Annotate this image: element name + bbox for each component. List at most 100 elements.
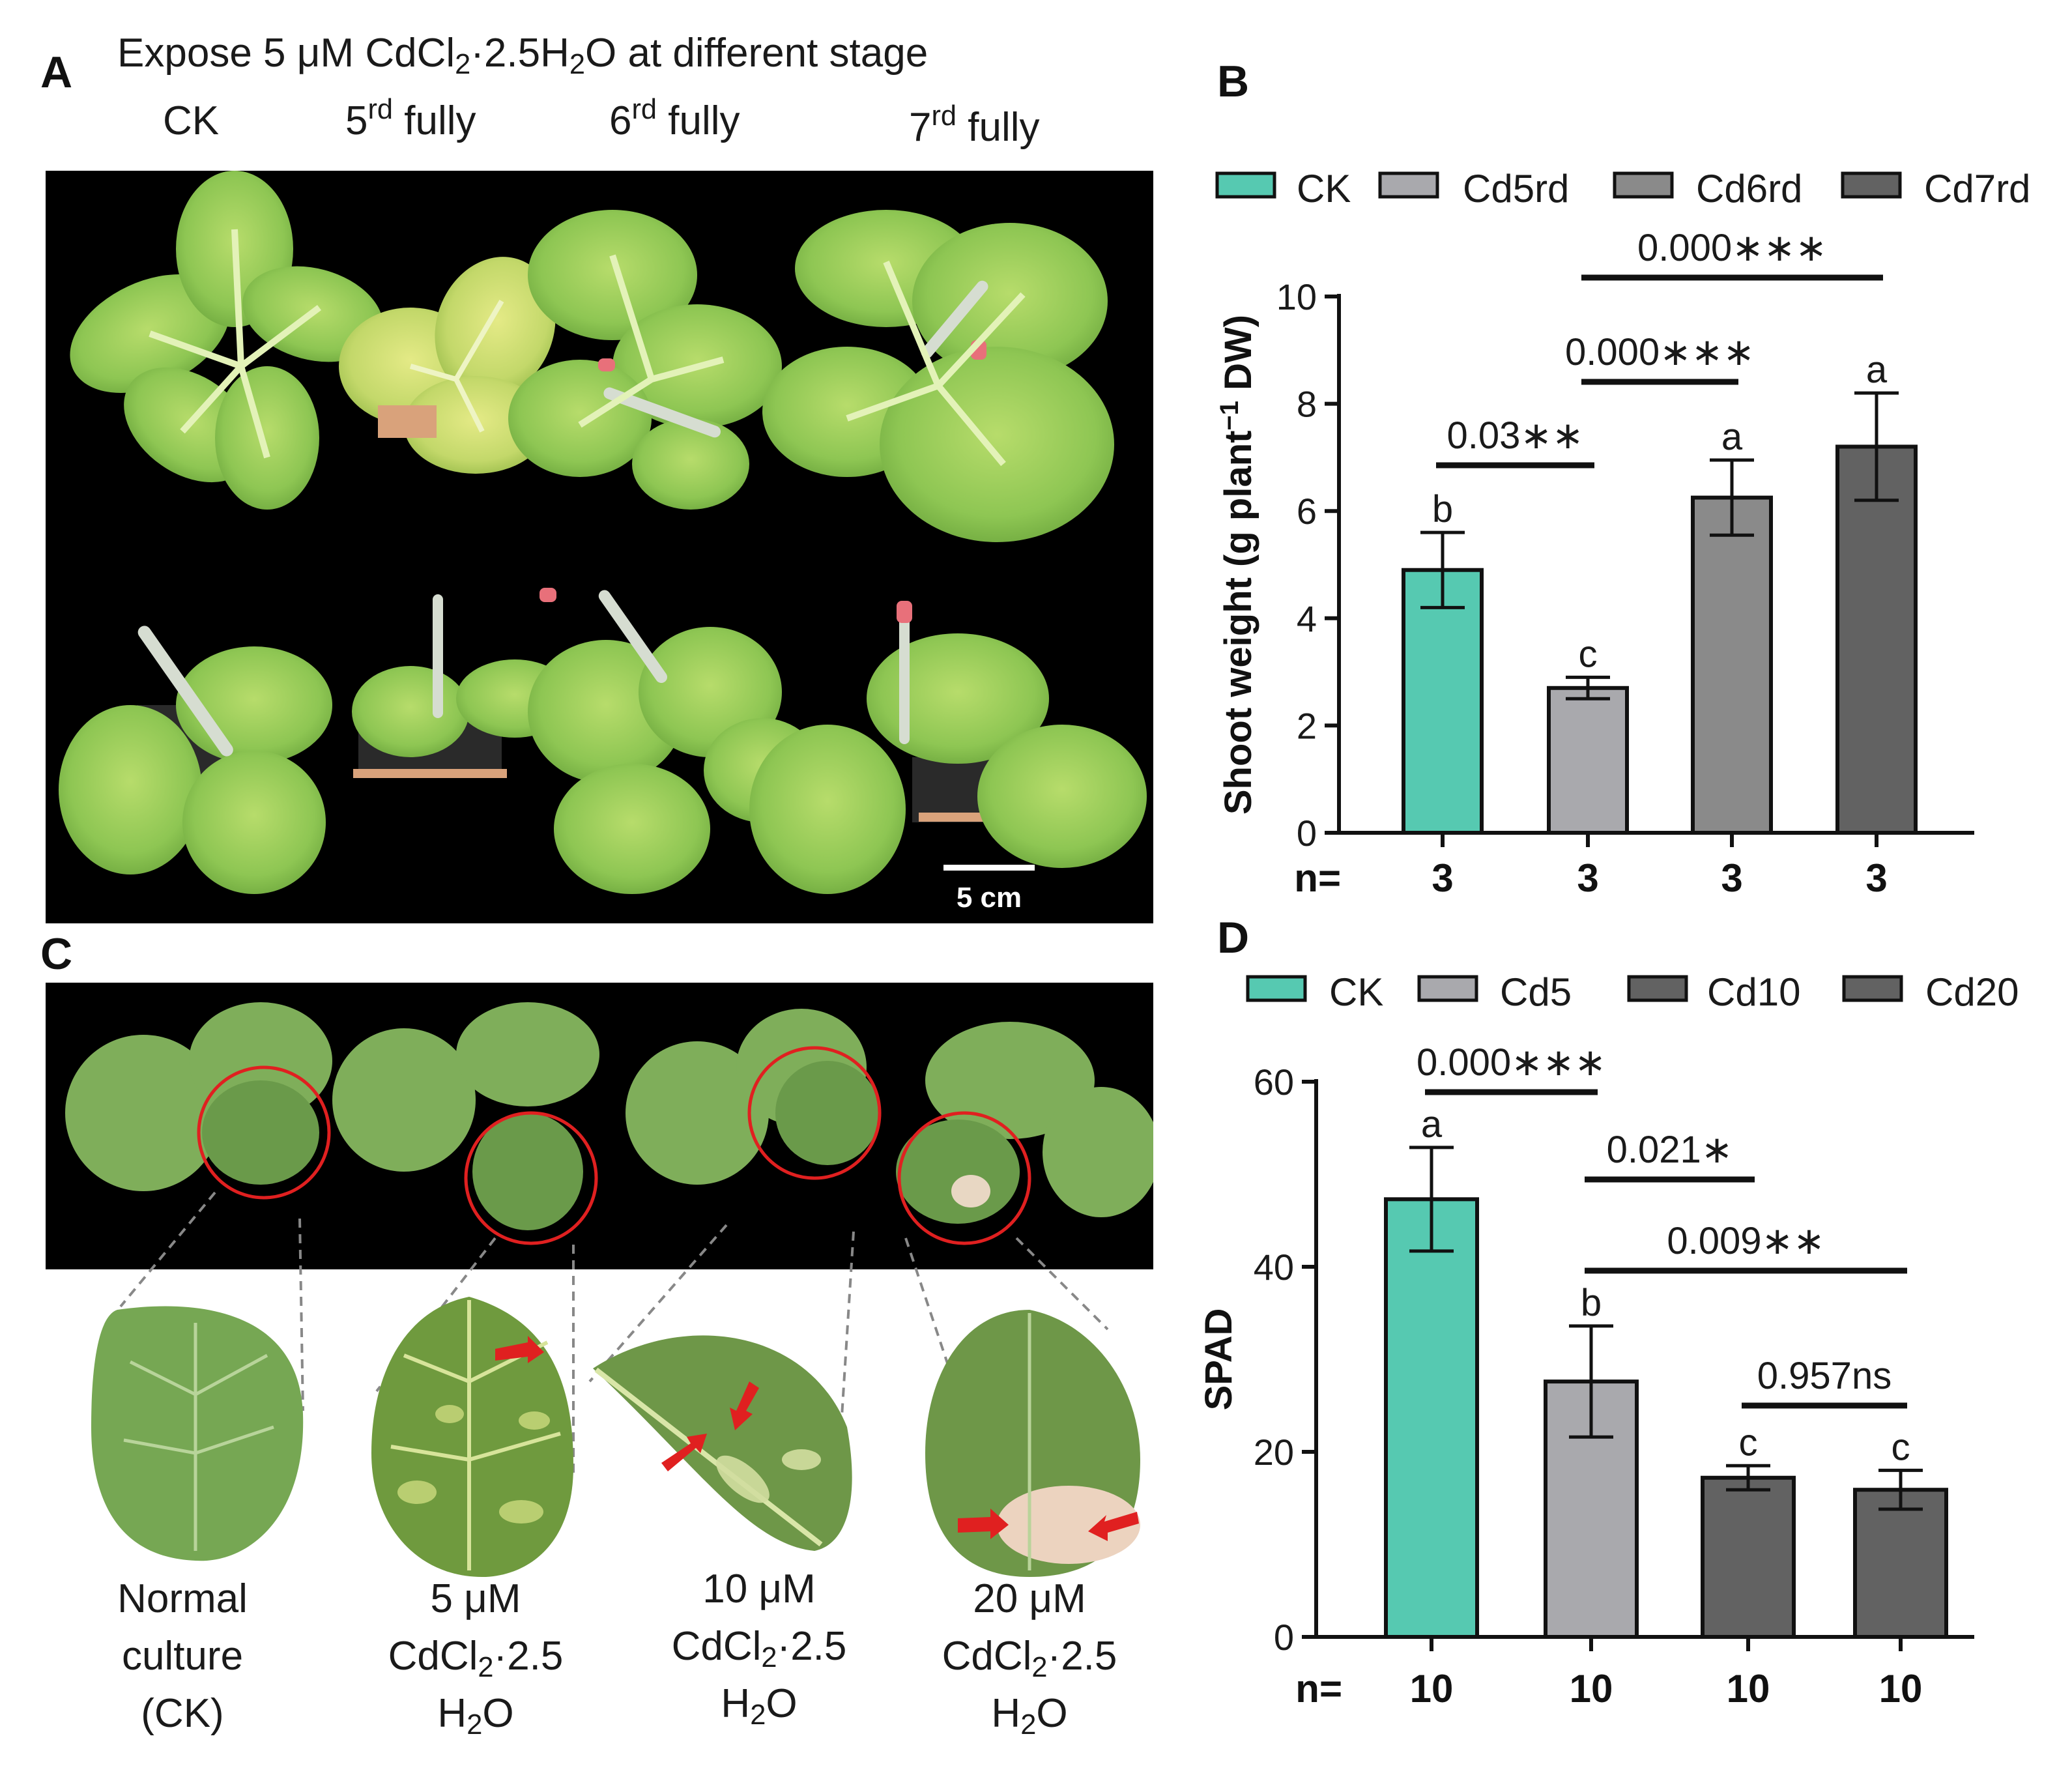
bar-cd6rd — [1691, 495, 1773, 835]
leaf-ck — [91, 1306, 304, 1561]
caption-cd20: 20 μM CdCl2·2.5 H2O — [942, 1576, 1117, 1741]
comparison-label: 0.021∗ — [1607, 1129, 1733, 1171]
plant-cd7rd-bottom — [749, 601, 1147, 894]
n-value-cd6rd: 3 — [1721, 856, 1742, 900]
bar-cd7rd — [1835, 444, 1918, 835]
y-tick-label: 0 — [1274, 1617, 1294, 1658]
legend-label-ck: CK — [1329, 970, 1383, 1014]
y-tick-label: 6 — [1297, 491, 1317, 532]
stage-label-5rd: 5rd fully — [345, 94, 476, 143]
leaf-cd5 — [371, 1297, 573, 1577]
legend-swatch-ck — [1215, 171, 1276, 199]
bar-cd10 — [1701, 1475, 1796, 1640]
n-prefix: n= — [1295, 1667, 1342, 1711]
n-value-cd20: 10 — [1879, 1667, 1923, 1711]
title-sub2: 2 — [569, 48, 586, 80]
legend-swatch-cd6rd — [1613, 171, 1674, 199]
n-value-ck: 3 — [1432, 856, 1453, 900]
plant-ck-bottom — [59, 626, 332, 894]
significance-letter-cd5rd: c — [1579, 633, 1598, 675]
stage-label-6rd: 6rd fully — [609, 94, 740, 143]
significance-letter-cd20: c — [1892, 1426, 1910, 1468]
n-value-cd5rd: 3 — [1577, 856, 1598, 900]
scale-bar: 5 cm — [943, 865, 1035, 914]
significance-letter-cd6rd: a — [1721, 416, 1743, 458]
title-pre: Expose 5 μM CdCl — [117, 31, 455, 76]
bar-ck — [1402, 568, 1484, 835]
cd-treatment-drawing — [65, 1002, 1153, 1245]
y-tick-label: 8 — [1297, 384, 1317, 425]
panel-d-letter: D — [1217, 913, 1249, 962]
legend-swatch-cd5 — [1417, 975, 1478, 1002]
comparison-label: 0.000∗∗∗ — [1565, 331, 1755, 373]
panel-a-title: Expose 5 μM CdCl2·2.5H2O at different st… — [117, 30, 928, 79]
n-value-cd7rd: 3 — [1865, 856, 1887, 900]
chart-d: D CK Cd5 Cd10 Cd20 0 20 40 60 SPAD a 10 b 10 c 10 c 10 n= 0… — [1198, 913, 2019, 1711]
plant-ck-top — [70, 171, 383, 510]
caption-ck: Normal culture (CK) — [117, 1576, 248, 1736]
comparison-label: 0.000∗∗∗ — [1637, 227, 1827, 269]
stage-label-7rd: 7rd fully — [909, 100, 1040, 150]
plant-photo-stage: 5 cm — [46, 171, 1153, 923]
n-prefix: n= — [1294, 856, 1341, 900]
cd-treatment-photo — [46, 983, 1153, 1269]
y-tick-label: 60 — [1254, 1062, 1294, 1103]
zoom-leaves-drawing — [91, 1191, 1140, 1577]
y-tick-label: 2 — [1297, 705, 1317, 746]
y-axis-label: Shoot weight (g plant−1 DW) — [1215, 315, 1259, 815]
comparison-label: 0.03∗∗ — [1446, 414, 1583, 457]
comparison-label: 0.000∗∗∗ — [1417, 1041, 1606, 1084]
legend-swatch-ck — [1246, 975, 1307, 1002]
bar-ck — [1384, 1197, 1479, 1639]
stage-label-ck: CK — [163, 98, 220, 143]
highlight-circles — [197, 1046, 1031, 1245]
y-tick-label: 0 — [1297, 813, 1317, 854]
n-value-cd5: 10 — [1570, 1667, 1613, 1711]
n-value-ck: 10 — [1410, 1667, 1454, 1711]
significance-letter-ck: a — [1421, 1103, 1443, 1146]
legend-label-ck: CK — [1297, 167, 1351, 210]
comparison-label: 0.009∗∗ — [1667, 1220, 1824, 1262]
legend-swatch-cd5rd — [1378, 171, 1439, 199]
chart-b: B CK Cd5rd Cd6rd Cd7rd 0 2 4 6 8 10 Shoot weight (g… — [1215, 57, 2030, 900]
title-sub1: 2 — [455, 48, 471, 80]
panel-a-letter: A — [40, 48, 73, 97]
significance-letter-cd5: b — [1581, 1282, 1602, 1324]
plant-cd7rd-top — [762, 210, 1114, 542]
significance-letter-cd10: c — [1739, 1421, 1758, 1464]
legend-label-cd6rd: Cd6rd — [1696, 167, 1802, 210]
legend-swatch-cd20 — [1842, 975, 1903, 1002]
panel-b-letter: B — [1217, 57, 1249, 106]
y-axis-label: SPAD — [1198, 1308, 1240, 1411]
plant-photo-drawing: 5 cm — [59, 171, 1147, 914]
significance-letter-cd7rd: a — [1866, 349, 1888, 391]
scale-bar-label: 5 cm — [957, 882, 1022, 914]
legend-label-cd10: Cd10 — [1707, 970, 1800, 1014]
bar-cd20 — [1853, 1488, 1948, 1639]
bar-cd5rd — [1547, 686, 1629, 835]
legend-label-cd7rd: Cd7rd — [1924, 167, 2030, 210]
plant-cd5rd-top — [339, 257, 556, 474]
comparison-label: 0.957ns — [1757, 1355, 1892, 1397]
caption-cd10: 10 μM CdCl2·2.5 H2O — [671, 1567, 847, 1731]
legend-label-cd5: Cd5 — [1500, 970, 1572, 1014]
legend-label-cd5rd: Cd5rd — [1463, 167, 1569, 210]
title-mid: ·2.5H — [470, 31, 569, 76]
y-tick-label: 20 — [1254, 1432, 1294, 1473]
legend-swatch-cd7rd — [1841, 171, 1902, 199]
legend-swatch-cd10 — [1627, 975, 1688, 1002]
legend-label-cd20: Cd20 — [1925, 970, 2019, 1014]
title-post: O at different stage — [585, 31, 928, 76]
leaf-cd10 — [593, 1335, 852, 1551]
panel-c-letter: C — [40, 929, 73, 979]
n-value-cd10: 10 — [1727, 1667, 1770, 1711]
red-arrows — [495, 1336, 1139, 1541]
significance-letter-ck: b — [1432, 488, 1453, 530]
caption-cd5: 5 μM CdCl2·2.5 H2O — [388, 1576, 564, 1741]
plant-cd6rd-top — [508, 210, 782, 510]
leaf-cd20 — [925, 1310, 1140, 1577]
y-tick-label: 40 — [1254, 1247, 1294, 1288]
y-tick-label: 4 — [1297, 598, 1317, 639]
y-tick-label: 10 — [1276, 276, 1317, 317]
